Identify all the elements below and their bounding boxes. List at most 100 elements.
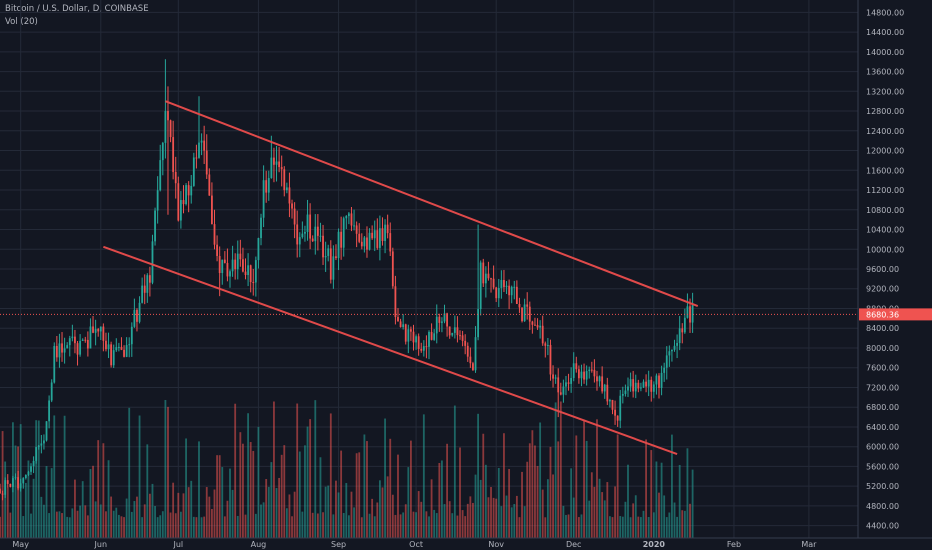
candle-body — [459, 335, 461, 337]
candle-body — [32, 460, 35, 467]
candle-body — [198, 142, 200, 158]
volume-bar — [598, 478, 601, 538]
volume-bar — [4, 461, 7, 538]
volume-bar — [459, 447, 461, 538]
candle-body — [441, 321, 443, 323]
candle-body — [593, 369, 596, 377]
candle-body — [159, 160, 162, 191]
volume-bar — [267, 486, 270, 538]
volume-bar — [415, 512, 417, 538]
candle-body — [50, 382, 53, 401]
volume-bar — [154, 505, 156, 538]
candle-body — [270, 157, 273, 179]
volume-bar — [226, 500, 229, 538]
price-tick-label: 5600.00 — [866, 462, 899, 471]
candles — [0, 59, 694, 501]
volume-bar — [464, 516, 467, 538]
volume-bar — [546, 479, 549, 538]
volume-bar — [301, 511, 304, 538]
candle-body — [288, 187, 291, 204]
time-tick-label: Sep — [331, 540, 346, 549]
candle-body — [335, 256, 337, 259]
volume-bar — [218, 455, 221, 538]
candle-body — [151, 241, 154, 283]
candle-body — [397, 317, 399, 322]
volume-bar — [608, 516, 611, 538]
candle-body — [148, 275, 151, 283]
volume-bar — [658, 492, 660, 538]
volume-bar — [92, 465, 94, 538]
candle-body — [495, 287, 498, 299]
candle-body — [309, 214, 312, 239]
candle-body — [94, 329, 97, 333]
candle-body — [614, 409, 616, 416]
candle-body — [466, 345, 469, 357]
candle-body — [6, 480, 9, 484]
candle-body — [12, 478, 14, 487]
volume-bar — [293, 491, 296, 538]
volume-bar — [404, 504, 407, 538]
volume-bar — [534, 445, 536, 538]
candle-body — [154, 210, 156, 242]
volume-bar — [363, 434, 366, 538]
volume-bar — [446, 443, 448, 538]
candle-body — [275, 161, 278, 165]
candle-body — [420, 348, 423, 351]
volume-bar — [627, 464, 629, 538]
candle-body — [71, 336, 74, 339]
volume-bar — [22, 516, 25, 538]
price-tick-label: 12000.00 — [866, 147, 904, 156]
candle-body — [691, 305, 694, 323]
candle-body — [417, 336, 420, 349]
volume-bar — [86, 515, 89, 538]
candle-body — [371, 232, 374, 239]
candle-body — [608, 399, 611, 402]
volume-bar — [611, 517, 614, 538]
candle-body — [291, 203, 293, 209]
candle-body — [544, 343, 547, 346]
volume-bar — [565, 514, 567, 538]
volume-bar — [425, 511, 428, 538]
candle-body — [668, 351, 671, 356]
volume-bar — [469, 496, 472, 538]
volume-bar — [43, 504, 45, 538]
volume-bar — [373, 516, 376, 538]
candle-body — [117, 346, 120, 348]
candle-body — [526, 304, 529, 307]
candle-body — [510, 286, 513, 296]
candle-body — [389, 233, 392, 252]
candle-body — [37, 445, 40, 448]
trendlines[interactable] — [103, 100, 699, 456]
candle-body — [433, 333, 436, 340]
volume-bar — [443, 504, 446, 538]
volume-bar — [629, 517, 632, 538]
volume-bar — [503, 433, 505, 538]
candle-body — [407, 329, 410, 342]
price-axis[interactable]: 4400.00 4800.00 5200.00 5600.00 6000.00 6400.… — [857, 0, 932, 550]
candle-body — [412, 331, 415, 343]
volume-bar — [541, 489, 544, 538]
time-axis[interactable]: May Jun Jul Aug Sep Oct Nov Dec 2020 Feb Mar — [0, 537, 932, 550]
volume-bar — [192, 516, 195, 538]
volume-bar — [601, 492, 604, 538]
candle-body — [345, 216, 348, 219]
volume-bar — [37, 420, 40, 538]
volume-bars — [0, 400, 694, 538]
volume-bar — [265, 479, 268, 538]
volume-bar — [531, 430, 534, 538]
candle-body — [14, 477, 17, 479]
candle-body — [518, 303, 521, 308]
price-tick-label: 12400.00 — [866, 127, 904, 136]
candle-body — [86, 339, 89, 349]
candle-body — [678, 328, 681, 343]
volume-bar — [559, 401, 562, 538]
candle-body — [384, 224, 386, 241]
candle-body — [430, 331, 433, 340]
volume-bar — [580, 514, 583, 538]
candle-body — [22, 478, 25, 484]
candle-body — [683, 317, 686, 333]
volume-bar — [97, 440, 100, 538]
candle-body — [366, 237, 368, 250]
volume-bar — [448, 501, 451, 538]
